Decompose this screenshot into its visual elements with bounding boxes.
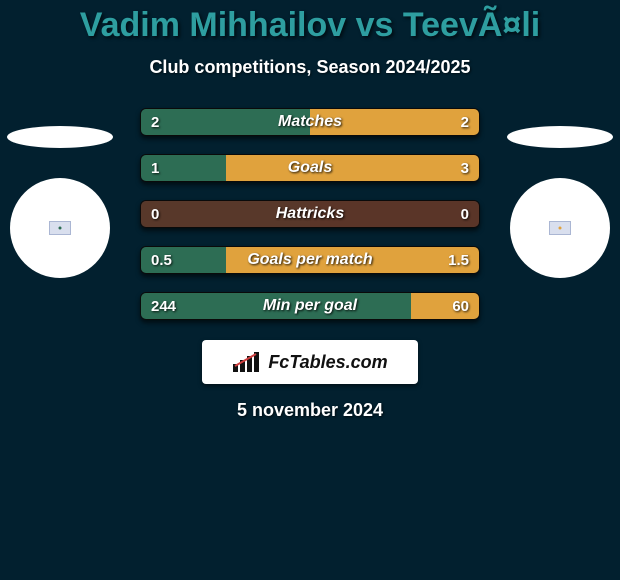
comparison-bars: 22Matches13Goals00Hattricks0.51.5Goals p…	[140, 108, 480, 320]
bar-value-left: 1	[151, 155, 159, 181]
player-right-markers	[500, 126, 620, 278]
bar-segment-left	[141, 293, 411, 319]
date-text: 5 november 2024	[0, 400, 620, 421]
comparison-bar: 00Hattricks	[140, 200, 480, 228]
bar-value-right: 2	[461, 109, 469, 135]
bar-value-right: 60	[452, 293, 469, 319]
bar-segment-left	[141, 201, 310, 227]
bar-value-left: 244	[151, 293, 176, 319]
comparison-bar: 0.51.5Goals per match	[140, 246, 480, 274]
bar-value-right: 3	[461, 155, 469, 181]
bar-segment-right	[310, 109, 479, 135]
bar-value-left: 0.5	[151, 247, 172, 273]
player-left-markers	[0, 126, 120, 278]
player-left-circle	[10, 178, 110, 278]
subtitle: Club competitions, Season 2024/2025	[0, 57, 620, 78]
brand-text: FcTables.com	[268, 352, 387, 373]
bar-value-left: 2	[151, 109, 159, 135]
bar-value-right: 0	[461, 201, 469, 227]
badge-placeholder-icon	[549, 221, 571, 235]
comparison-bar: 24460Min per goal	[140, 292, 480, 320]
bar-segment-right	[310, 201, 479, 227]
bar-value-right: 1.5	[448, 247, 469, 273]
brand-badge: FcTables.com	[202, 340, 418, 384]
page-title: Vadim Mihhailov vs TeevÃ¤li	[0, 6, 620, 45]
bar-value-left: 0	[151, 201, 159, 227]
badge-placeholder-icon	[49, 221, 71, 235]
bar-segment-right	[226, 247, 480, 273]
brand-bars-icon	[232, 352, 260, 372]
infographic: Vadim Mihhailov vs TeevÃ¤li Club competi…	[0, 0, 620, 580]
bar-segment-right	[226, 155, 480, 181]
comparison-bar: 22Matches	[140, 108, 480, 136]
player-right-ellipse	[507, 126, 613, 148]
player-left-ellipse	[7, 126, 113, 148]
bar-segment-left	[141, 109, 310, 135]
comparison-bar: 13Goals	[140, 154, 480, 182]
player-right-circle	[510, 178, 610, 278]
